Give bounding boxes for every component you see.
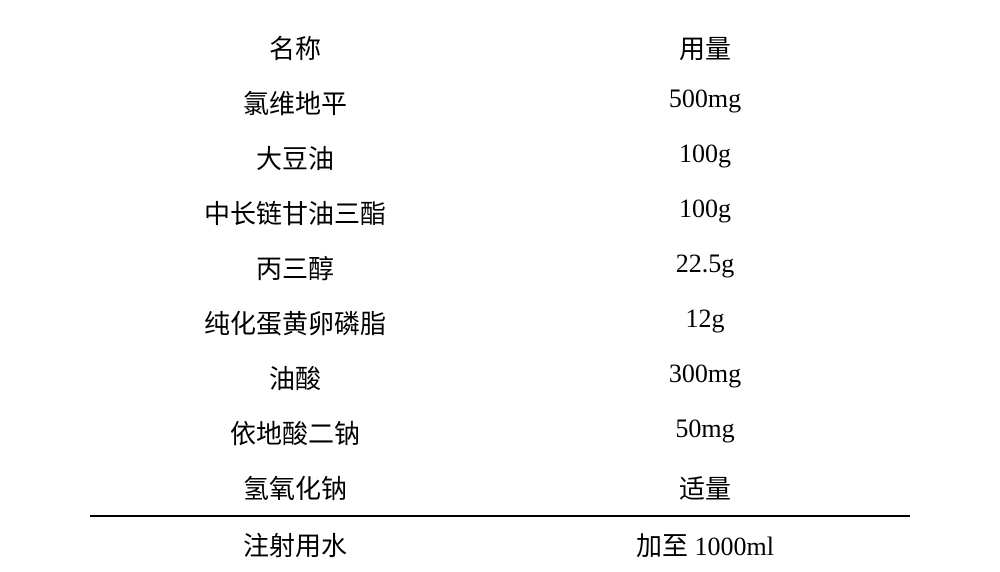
table-footer-row: 注射用水 加至 1000ml	[90, 515, 910, 572]
table-row: 氢氧化钠 适量	[90, 460, 910, 515]
ingredient-amount: 500mg	[500, 84, 910, 121]
ingredient-name: 丙三醇	[90, 249, 500, 286]
ingredient-name: 依地酸二钠	[90, 414, 500, 451]
footer-amount: 加至 1000ml	[500, 526, 910, 563]
ingredient-amount: 100g	[500, 139, 910, 176]
table-row: 油酸 300mg	[90, 350, 910, 405]
ingredient-amount: 50mg	[500, 414, 910, 451]
table-row: 氯维地平 500mg	[90, 75, 910, 130]
table-row: 纯化蛋黄卵磷脂 12g	[90, 295, 910, 350]
ingredient-name: 中长链甘油三酯	[90, 194, 500, 231]
table-row: 丙三醇 22.5g	[90, 240, 910, 295]
ingredient-amount: 12g	[500, 304, 910, 341]
footer-name: 注射用水	[90, 526, 500, 563]
ingredient-name: 大豆油	[90, 139, 500, 176]
ingredient-name: 油酸	[90, 359, 500, 396]
ingredient-name: 氢氧化钠	[90, 469, 500, 506]
ingredient-amount: 适量	[500, 469, 910, 506]
table-row: 依地酸二钠 50mg	[90, 405, 910, 460]
ingredient-name: 氯维地平	[90, 84, 500, 121]
table-row: 大豆油 100g	[90, 130, 910, 185]
ingredient-amount: 300mg	[500, 359, 910, 396]
ingredient-amount: 100g	[500, 194, 910, 231]
ingredient-amount: 22.5g	[500, 249, 910, 286]
header-name-label: 名称	[90, 29, 500, 66]
ingredients-table: 名称 用量 氯维地平 500mg 大豆油 100g 中长链甘油三酯 100g 丙…	[90, 20, 910, 572]
table-header-row: 名称 用量	[90, 20, 910, 75]
ingredient-name: 纯化蛋黄卵磷脂	[90, 304, 500, 341]
table-row: 中长链甘油三酯 100g	[90, 185, 910, 240]
header-amount-label: 用量	[500, 29, 910, 66]
